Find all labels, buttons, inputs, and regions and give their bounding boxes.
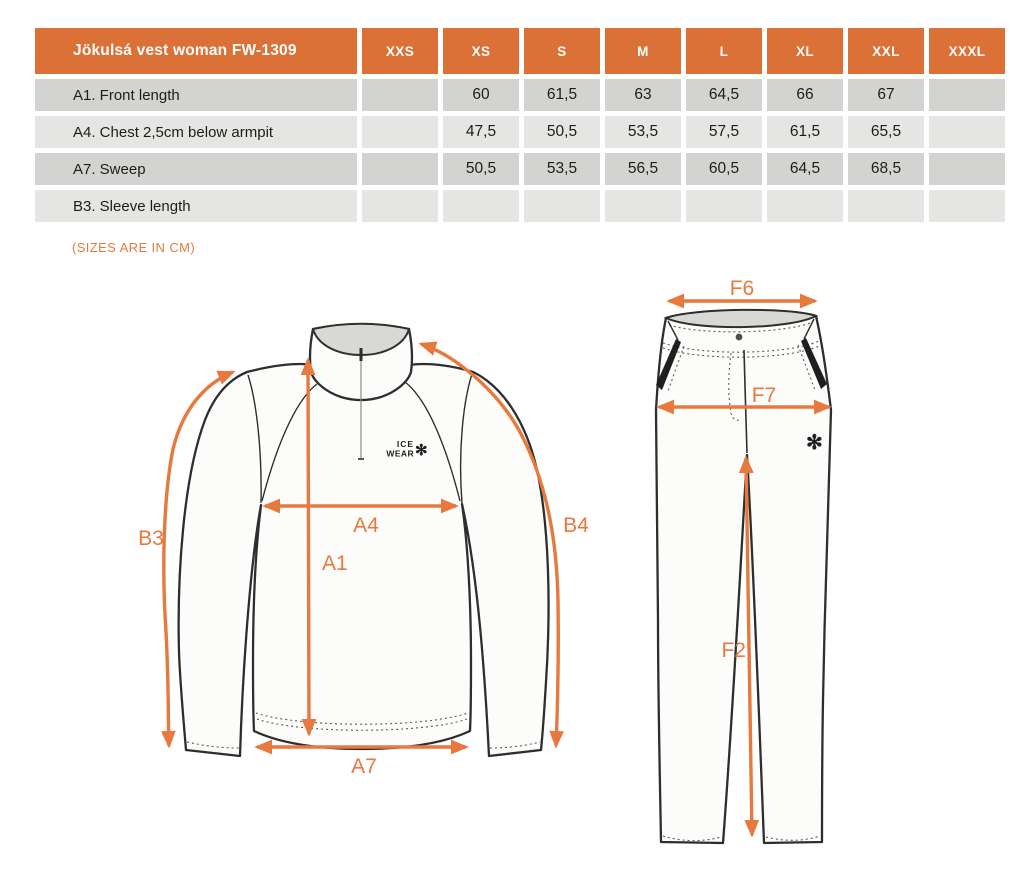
size-cell: 66 <box>767 79 843 111</box>
size-cell <box>929 116 1005 148</box>
pocket-left-edge <box>667 320 679 341</box>
size-cell <box>929 190 1005 222</box>
product-title: Jökulsá vest woman FW-1309 <box>35 28 357 74</box>
size-col-header-l: L <box>686 28 762 74</box>
size-col-header-xxl: XXL <box>848 28 924 74</box>
size-cell <box>443 190 519 222</box>
b4-arrow <box>418 341 565 749</box>
vest-raglan-seam-left2 <box>247 374 262 504</box>
icewear-logo-line1: ICE <box>397 439 414 449</box>
size-cell: 65,5 <box>848 116 924 148</box>
size-cell: 60,5 <box>686 153 762 185</box>
b4-label: B4 <box>563 514 589 537</box>
vest-hem-stitch <box>256 718 468 731</box>
size-cell <box>848 190 924 222</box>
pants-diagram: ✻ F6 F7 F2 <box>654 277 833 845</box>
pants-hem-stitch-left <box>662 835 722 842</box>
f6-label: F6 <box>730 277 755 300</box>
size-cell: 60 <box>443 79 519 111</box>
size-cell: 64,5 <box>686 79 762 111</box>
vest-collar-opening <box>311 322 411 357</box>
waistband-stitch-bottom2 <box>662 345 820 358</box>
size-col-header-xs: XS <box>443 28 519 74</box>
sizes-unit-note: (SIZES ARE IN CM) <box>72 240 196 255</box>
a1-arrow <box>300 357 317 737</box>
size-cell: 64,5 <box>767 153 843 185</box>
pocket-left <box>656 339 681 390</box>
size-cell: 57,5 <box>686 116 762 148</box>
vest-diagram: ICE WEAR ✻ A1 A4 A7 B3 B4 <box>138 322 589 778</box>
row-label: A1. Front length <box>35 79 357 111</box>
vest-hem-stitch2 <box>255 712 469 725</box>
icewear-logo-line2: WEAR <box>386 449 414 459</box>
size-cell <box>362 190 438 222</box>
size-cell <box>767 190 843 222</box>
size-chart-table: Jökulsá vest woman FW-1309 XXS XS S M L … <box>35 28 1005 222</box>
size-cell: 50,5 <box>524 116 600 148</box>
size-cell: 67 <box>848 79 924 111</box>
size-cell: 53,5 <box>605 116 681 148</box>
size-cell <box>929 79 1005 111</box>
size-col-header-s: S <box>524 28 600 74</box>
size-cell: 53,5 <box>524 153 600 185</box>
size-cell <box>362 79 438 111</box>
f7-label: F7 <box>752 384 777 407</box>
size-cell: 56,5 <box>605 153 681 185</box>
size-cell: 63 <box>605 79 681 111</box>
size-col-header-xl: XL <box>767 28 843 74</box>
pocket-right-stitch <box>797 344 816 391</box>
b3-arrow <box>160 370 236 749</box>
pants-outline <box>654 309 833 845</box>
a4-label: A4 <box>353 514 379 537</box>
size-cell: 61,5 <box>767 116 843 148</box>
size-cell: 61,5 <box>524 79 600 111</box>
size-cell <box>362 153 438 185</box>
size-cell: 68,5 <box>848 153 924 185</box>
a1-label: A1 <box>322 552 348 575</box>
pants-waist-opening <box>663 308 819 329</box>
waist-button <box>735 333 743 341</box>
a7-label: A7 <box>351 755 377 778</box>
size-cell: 47,5 <box>443 116 519 148</box>
pocket-right <box>801 338 827 389</box>
snowflake-icon: ✻ <box>415 442 428 459</box>
size-cell <box>605 190 681 222</box>
size-col-header-xxs: XXS <box>362 28 438 74</box>
size-cell <box>929 153 1005 185</box>
row-label: A4. Chest 2,5cm below armpit <box>35 116 357 148</box>
pocket-right-edge <box>803 318 815 340</box>
size-col-header-xxxl: XXXL <box>929 28 1005 74</box>
row-label: A7. Sweep <box>35 153 357 185</box>
pants-hem-stitch-right <box>765 835 821 841</box>
size-col-header-m: M <box>605 28 681 74</box>
size-cell: 50,5 <box>443 153 519 185</box>
f2-label: F2 <box>721 639 746 662</box>
size-cell <box>524 190 600 222</box>
vest-outline <box>177 362 550 758</box>
b3-label: B3 <box>138 527 164 550</box>
snowflake-icon: ✻ <box>806 432 823 454</box>
row-label: B3. Sleeve length <box>35 190 357 222</box>
f2-arrow <box>738 455 760 838</box>
size-cell <box>362 116 438 148</box>
size-cell <box>686 190 762 222</box>
